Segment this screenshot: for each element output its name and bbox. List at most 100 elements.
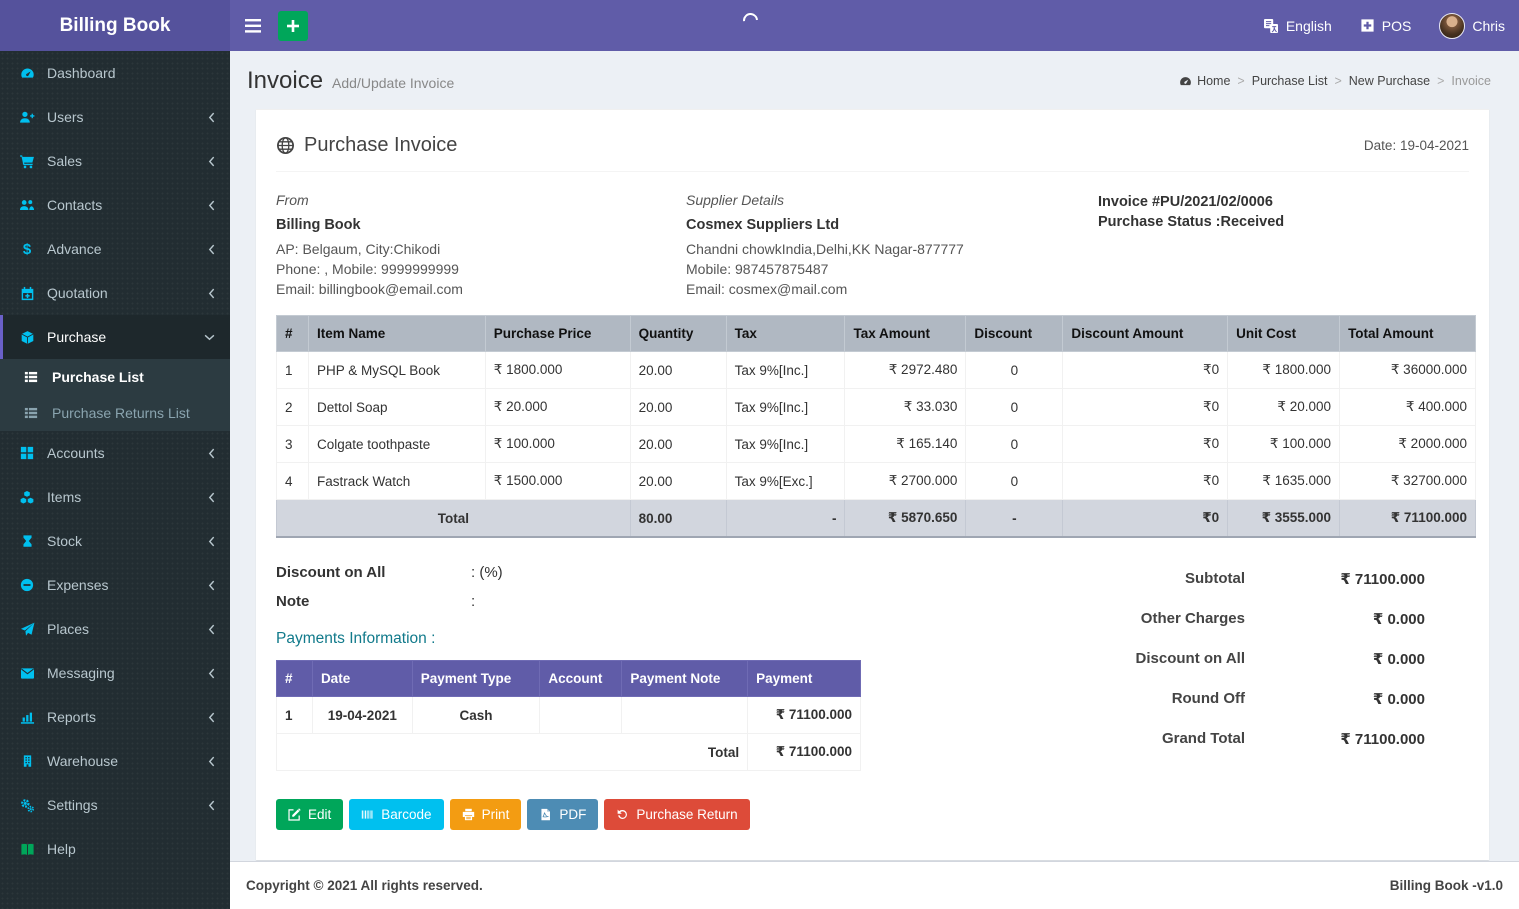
sidebar-item-quotation[interactable]: Quotation xyxy=(0,271,230,315)
sidebar-item-label: Advance xyxy=(47,241,102,257)
col-header: Date xyxy=(311,660,413,697)
print-button[interactable]: Print xyxy=(449,799,522,830)
col-header: Tax Amount xyxy=(844,315,967,352)
sidebar-item-sales[interactable]: Sales xyxy=(0,139,230,183)
payments-header-row: # Date Payment Type Account Payment Note… xyxy=(276,660,861,697)
breadcrumb-separator: > xyxy=(1334,74,1342,88)
cube-icon xyxy=(17,330,37,345)
col-header: Discount Amount xyxy=(1062,315,1229,352)
summary-row-grand-total: Grand Total ₹ 71100.000 xyxy=(1161,730,1425,748)
sidebar: Dashboard Users Sales Contacts $ Advance… xyxy=(0,51,230,909)
from-heading: From xyxy=(276,192,309,208)
sidebar-item-label: Settings xyxy=(47,797,98,813)
note-label: Note xyxy=(276,593,310,610)
sidebar-item-messaging[interactable]: Messaging xyxy=(0,651,230,695)
sidebar-item-purchase[interactable]: Purchase xyxy=(0,315,230,359)
sidebar-item-label: Stock xyxy=(47,533,83,549)
from-email: Email: billingbook@email.com xyxy=(276,281,463,297)
payments-total-value: ₹ 71100.000 xyxy=(747,733,861,771)
pdf-button[interactable]: PDF xyxy=(527,799,599,830)
supplier-email: Email: cosmex@mail.com xyxy=(686,281,848,297)
col-header: Quantity xyxy=(629,315,727,352)
breadcrumb-new-purchase[interactable]: New Purchase xyxy=(1348,74,1431,88)
sidebar-item-purchase-list[interactable]: Purchase List xyxy=(0,359,230,395)
sidebar-item-label: Contacts xyxy=(47,197,103,213)
invoice-actions: Edit Barcode Print PDF Purchase Return xyxy=(276,799,1469,830)
payments-total-row: Total ₹ 71100.000 xyxy=(275,733,861,771)
col-header: Payment Note xyxy=(621,660,749,697)
sidebar-item-label: Places xyxy=(47,621,90,637)
calendar-plus-icon xyxy=(17,286,37,301)
sidebar-item-expenses[interactable]: Expenses xyxy=(0,563,230,607)
chevron-left-icon xyxy=(208,800,215,811)
sidebar-item-label: Purchase xyxy=(47,329,107,345)
edit-button[interactable]: Edit xyxy=(276,799,344,830)
sidebar-item-accounts[interactable]: Accounts xyxy=(0,431,230,475)
hamburger-icon xyxy=(245,18,261,33)
sidebar-item-contacts[interactable]: Contacts xyxy=(0,183,230,227)
sidebar-item-purchase-returns-list[interactable]: Purchase Returns List xyxy=(0,395,230,431)
supplier-heading: Supplier Details xyxy=(686,192,785,208)
version-label: Billing Book -v1.0 xyxy=(1389,878,1503,893)
language-menu[interactable]: English xyxy=(1249,0,1346,51)
note-value: : xyxy=(471,593,476,610)
sidebar-item-places[interactable]: Places xyxy=(0,607,230,651)
language-icon xyxy=(1263,18,1279,34)
purchase-invoice-card: Purchase Invoice Date: 19-04-2021 From B… xyxy=(256,109,1489,860)
sidebar-item-users[interactable]: Users xyxy=(0,95,230,139)
home-gauge-icon xyxy=(1179,75,1192,88)
col-header: Item Name xyxy=(307,315,486,352)
breadcrumb-home[interactable]: Home xyxy=(1179,74,1230,88)
building-icon xyxy=(17,754,37,768)
purchase-return-button[interactable]: Purchase Return xyxy=(604,799,750,830)
sidebar-item-label: Accounts xyxy=(47,445,105,461)
users-icon xyxy=(17,198,37,213)
pos-button[interactable]: POS xyxy=(1346,0,1426,51)
chevron-left-icon xyxy=(208,156,215,167)
grid-icon xyxy=(17,446,37,460)
sidebar-item-items[interactable]: Items xyxy=(0,475,230,519)
sidebar-item-label: Items xyxy=(47,489,82,505)
sidebar-item-label: Messaging xyxy=(47,665,115,681)
sidebar-toggle-button[interactable] xyxy=(230,0,276,51)
chevron-left-icon xyxy=(208,448,215,459)
col-header: Discount xyxy=(965,315,1064,352)
chevron-left-icon xyxy=(208,756,215,767)
col-header: Purchase Price xyxy=(484,315,631,352)
chevron-down-icon xyxy=(204,334,215,341)
col-header: Total Amount xyxy=(1339,315,1476,352)
col-header: Payment xyxy=(747,660,861,697)
sidebar-item-advance[interactable]: $ Advance xyxy=(0,227,230,271)
quick-add-button[interactable] xyxy=(278,10,308,41)
breadcrumb-purchase-list[interactable]: Purchase List xyxy=(1251,74,1328,88)
chevron-left-icon xyxy=(208,712,215,723)
total-tax: - xyxy=(725,499,846,538)
barcode-button[interactable]: Barcode xyxy=(349,799,444,830)
user-plus-icon xyxy=(17,110,37,125)
payments-total-label: Total xyxy=(275,733,749,771)
col-header: # xyxy=(276,660,313,697)
payments-heading: Payments Information : xyxy=(276,630,436,647)
user-menu[interactable]: Chris xyxy=(1425,0,1519,51)
sidebar-item-warehouse[interactable]: Warehouse xyxy=(0,739,230,783)
table-row: 2 Dettol Soap ₹ 20.000 20.00 Tax 9%[Inc.… xyxy=(276,388,1476,426)
plus-square-icon xyxy=(1360,18,1375,33)
invoice-summary: Subtotal ₹ 71100.000 Other Charges ₹ 0.0… xyxy=(896,564,1469,771)
sidebar-item-stock[interactable]: Stock xyxy=(0,519,230,563)
from-name: Billing Book xyxy=(276,217,361,233)
bar-chart-icon xyxy=(17,710,37,725)
sidebar-item-dashboard[interactable]: Dashboard xyxy=(0,51,230,95)
purchase-submenu: Purchase List Purchase Returns List xyxy=(0,359,230,431)
sidebar-item-reports[interactable]: Reports xyxy=(0,695,230,739)
sidebar-item-settings[interactable]: Settings xyxy=(0,783,230,827)
cubes-icon xyxy=(17,490,37,505)
discount-on-all-row: Discount on All : (%) xyxy=(276,564,896,581)
table-row: 1 19-04-2021 Cash ₹ 71100.000 xyxy=(276,696,861,734)
hourglass-icon xyxy=(17,534,37,548)
card-title: Purchase Invoice xyxy=(276,134,457,157)
sidebar-item-label: Quotation xyxy=(47,285,108,301)
table-row: 3 Colgate toothpaste ₹ 100.000 20.00 Tax… xyxy=(276,425,1476,463)
sidebar-item-help[interactable]: Help xyxy=(0,827,230,871)
app-logo[interactable]: Billing Book xyxy=(0,0,230,51)
printer-icon xyxy=(462,808,475,821)
